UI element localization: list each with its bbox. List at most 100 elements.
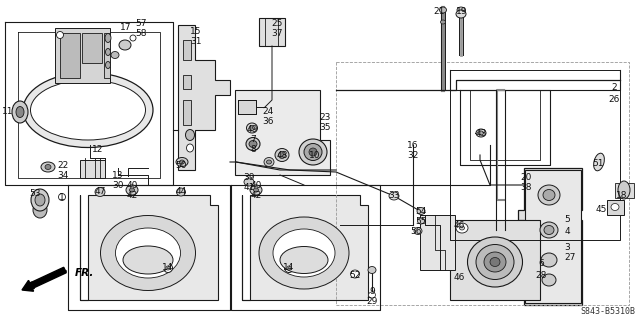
Text: 5: 5 (564, 216, 570, 225)
FancyArrow shape (22, 267, 67, 291)
Text: 14: 14 (163, 263, 173, 272)
Text: 42: 42 (126, 191, 138, 201)
Ellipse shape (33, 202, 47, 218)
Ellipse shape (457, 7, 465, 13)
Text: 26: 26 (608, 95, 620, 105)
Ellipse shape (31, 80, 145, 140)
Ellipse shape (460, 226, 465, 230)
Text: 48: 48 (276, 151, 288, 160)
Text: 10: 10 (309, 151, 321, 160)
Ellipse shape (163, 263, 173, 272)
Ellipse shape (31, 189, 49, 211)
Ellipse shape (611, 204, 619, 211)
Ellipse shape (100, 216, 195, 291)
Ellipse shape (476, 244, 514, 279)
Text: 28: 28 (535, 271, 547, 279)
Ellipse shape (23, 72, 153, 147)
Ellipse shape (177, 188, 186, 196)
Text: 8: 8 (250, 145, 256, 153)
Ellipse shape (440, 7, 447, 13)
Text: 30: 30 (112, 181, 124, 189)
Text: 13: 13 (112, 170, 124, 180)
Ellipse shape (105, 33, 111, 42)
Ellipse shape (249, 140, 257, 147)
Ellipse shape (264, 158, 274, 167)
Text: 37: 37 (271, 29, 283, 39)
Ellipse shape (45, 165, 51, 169)
Text: 57: 57 (135, 19, 147, 28)
Ellipse shape (369, 292, 376, 298)
Text: 51: 51 (592, 159, 604, 167)
Text: 44: 44 (175, 188, 187, 197)
Text: 58: 58 (135, 29, 147, 39)
Text: 42: 42 (250, 191, 262, 201)
Ellipse shape (176, 158, 188, 167)
Ellipse shape (186, 130, 195, 140)
Ellipse shape (246, 137, 260, 151)
Text: 19: 19 (456, 8, 468, 17)
Ellipse shape (35, 194, 45, 206)
Ellipse shape (129, 188, 134, 192)
Text: 39: 39 (243, 173, 255, 182)
Ellipse shape (106, 62, 111, 69)
Text: 46: 46 (453, 273, 465, 283)
Ellipse shape (278, 152, 285, 159)
Bar (60, 33, 80, 78)
Ellipse shape (95, 188, 105, 197)
Text: 40: 40 (250, 182, 262, 190)
Ellipse shape (304, 144, 322, 160)
Ellipse shape (440, 20, 445, 24)
Polygon shape (607, 200, 624, 215)
Text: 18: 18 (616, 190, 628, 199)
Ellipse shape (467, 237, 522, 287)
Text: 11: 11 (3, 108, 13, 116)
Text: 43: 43 (476, 129, 486, 137)
Text: 16: 16 (407, 140, 419, 150)
Ellipse shape (106, 48, 111, 56)
Bar (104, 33, 110, 78)
Text: 14: 14 (284, 263, 294, 272)
Polygon shape (615, 183, 634, 198)
Bar (259, 18, 285, 46)
Bar (183, 75, 191, 89)
Text: 35: 35 (319, 123, 331, 132)
Ellipse shape (368, 266, 376, 273)
Text: 1: 1 (59, 192, 65, 202)
Ellipse shape (541, 253, 557, 267)
Text: 4: 4 (564, 227, 570, 236)
Ellipse shape (166, 266, 170, 270)
Bar (80, 160, 105, 178)
Text: S843-B5310B: S843-B5310B (580, 307, 635, 315)
Ellipse shape (115, 228, 180, 278)
Ellipse shape (542, 274, 556, 286)
Ellipse shape (417, 218, 424, 224)
Text: 40: 40 (126, 182, 138, 190)
Ellipse shape (123, 246, 173, 274)
Ellipse shape (266, 160, 271, 164)
Ellipse shape (250, 185, 262, 195)
Text: 33: 33 (388, 191, 400, 201)
Ellipse shape (179, 160, 184, 164)
Ellipse shape (130, 35, 136, 41)
Text: 34: 34 (58, 170, 68, 180)
Ellipse shape (456, 10, 466, 18)
Ellipse shape (540, 222, 558, 238)
Ellipse shape (41, 162, 55, 172)
Ellipse shape (246, 123, 257, 133)
Text: 21: 21 (433, 8, 445, 17)
Ellipse shape (16, 107, 24, 117)
Ellipse shape (479, 131, 483, 135)
Text: 15: 15 (190, 27, 202, 36)
Ellipse shape (186, 144, 193, 152)
Text: 9: 9 (369, 286, 375, 295)
Text: 22: 22 (58, 160, 68, 169)
Text: 2: 2 (611, 84, 617, 93)
Polygon shape (80, 195, 218, 300)
Ellipse shape (544, 226, 554, 234)
Polygon shape (518, 168, 582, 305)
Ellipse shape (280, 247, 328, 273)
Text: 46: 46 (453, 220, 465, 229)
Text: 54: 54 (415, 206, 427, 216)
Text: 47: 47 (94, 188, 106, 197)
Text: 7: 7 (250, 135, 256, 144)
